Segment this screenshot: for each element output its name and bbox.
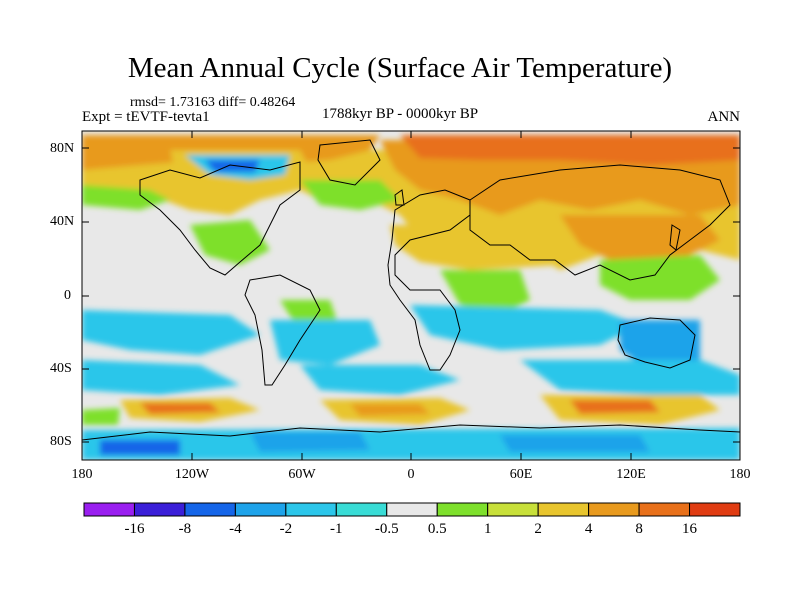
colorbar (83, 502, 741, 517)
colorbar-label: -2 (279, 521, 293, 537)
warm-middle-east (390, 225, 600, 270)
lon-label: 180 (729, 467, 751, 482)
map-title: Mean Annual Cycle (Surface Air Temperatu… (127, 52, 673, 84)
axis-ticks (82, 131, 740, 460)
stats-text: rmsd= 1.73163 diff= 0.48264 (130, 95, 296, 110)
lon-label: 0 (407, 467, 415, 482)
lon-label: 180 (71, 467, 93, 482)
lat-label: 40N (50, 214, 75, 229)
cool-australia (620, 320, 700, 370)
experiment-label: Expt = tEVTF-tevta1 (82, 109, 210, 125)
lon-label: 60W (288, 467, 316, 482)
lon-label: 120W (174, 467, 210, 482)
warm-asia (560, 215, 720, 265)
period-label: 1788kyr BP - 0000kyr BP (322, 106, 479, 122)
colorbar-label: 16 (682, 521, 698, 537)
colorbar-swatch (83, 502, 135, 517)
colorbar-label: 4 (584, 521, 593, 537)
colorbar-swatch (386, 502, 438, 517)
lat-label: 0 (64, 288, 71, 303)
lat-label: 40S (50, 361, 72, 376)
colorbar-swatch (234, 502, 287, 517)
colorbar-swatch (537, 502, 590, 517)
lat-label: 80S (50, 434, 72, 449)
colorbar-label: 1 (483, 521, 492, 537)
anomaly-field (82, 131, 740, 460)
colorbar-swatch (638, 502, 691, 517)
colorbar-swatch (285, 502, 337, 517)
colorbar-swatch (487, 502, 539, 517)
coastlines (82, 139, 740, 441)
lon-label: 60E (509, 467, 533, 482)
colorbar-label: -0.5 (374, 521, 399, 537)
colorbar-label: -16 (124, 521, 145, 537)
colorbar-swatch (436, 502, 489, 517)
colorbar-label: 8 (635, 521, 643, 537)
colorbar-label: 0.5 (427, 521, 447, 537)
lon-label: 120E (616, 467, 646, 482)
cool-south-pacific (82, 310, 260, 355)
colorbar-swatch (335, 502, 388, 517)
lat-label: 80N (50, 141, 75, 156)
colorbar-swatch (184, 502, 236, 517)
colorbar-label: 2 (534, 521, 542, 537)
cool-indian-ocean (410, 305, 640, 350)
colorbar-swatch (588, 502, 640, 517)
season-label: ANN (707, 109, 741, 125)
colorbar-label: -1 (330, 521, 343, 537)
colorbar-swatch (133, 502, 186, 517)
colorbar-label: -4 (229, 521, 242, 537)
colorbar-label: -8 (178, 521, 192, 537)
warm-arctic (400, 135, 740, 165)
colorbar-swatch (689, 502, 741, 517)
